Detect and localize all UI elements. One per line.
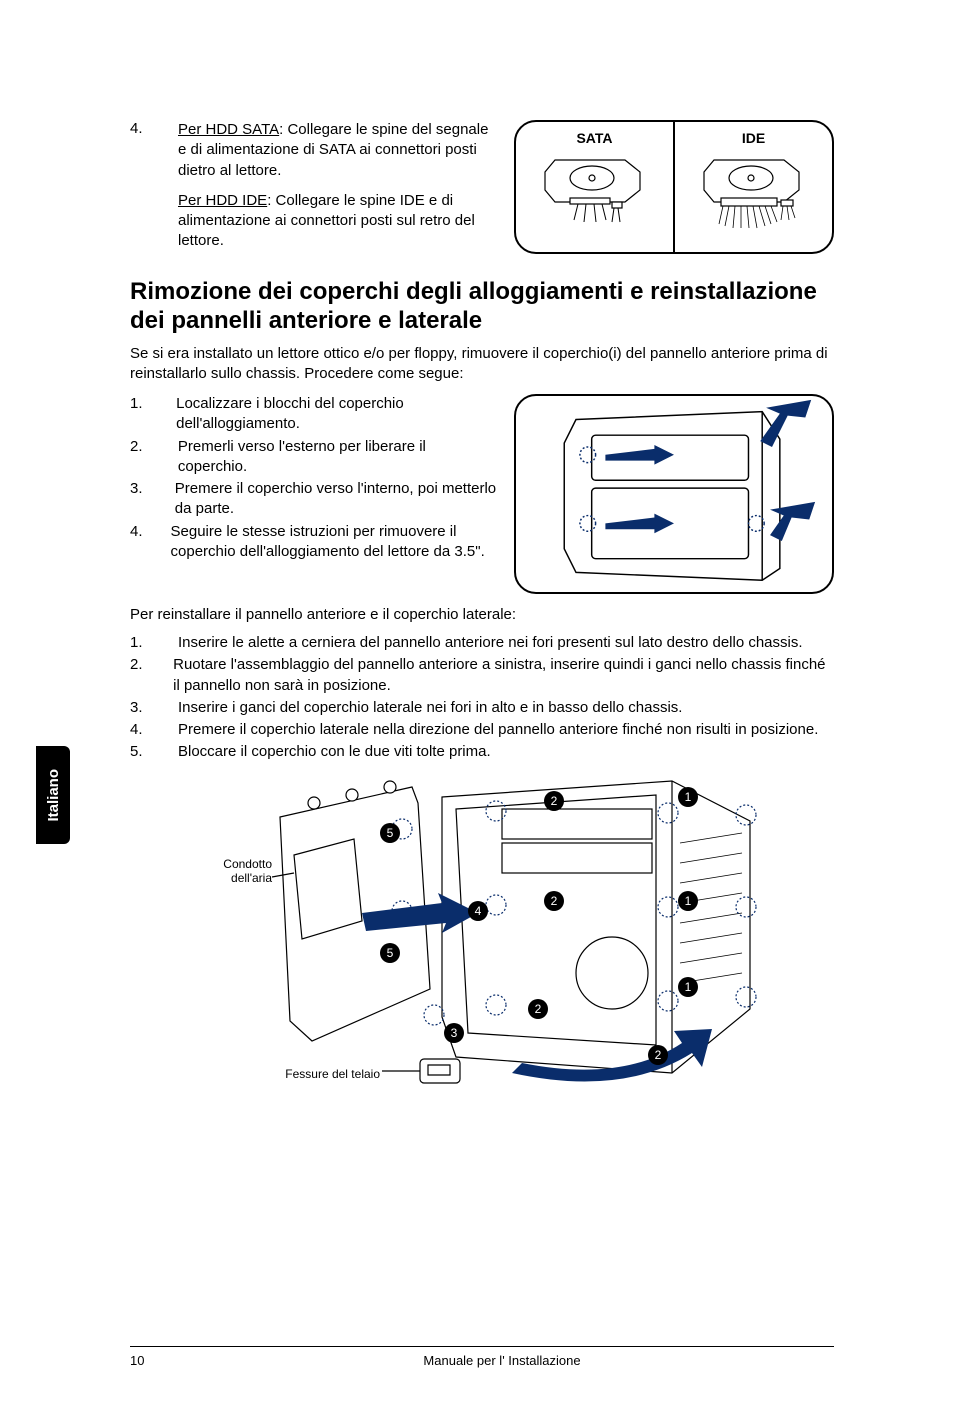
steps-a-section: 1.Localizzare i blocchi del coperchio de… <box>130 394 834 594</box>
svg-text:1: 1 <box>685 980 692 994</box>
svg-text:2: 2 <box>551 794 558 808</box>
ide-drive-icon <box>699 152 809 232</box>
list-item: 5.Bloccare il coperchio con le due viti … <box>130 742 834 762</box>
footer-title: Manuale per l' Installazione <box>170 1353 834 1368</box>
svg-text:1: 1 <box>685 790 692 804</box>
list-item: 4.Seguire le stesse istruzioni per rimuo… <box>130 522 498 563</box>
ide-label: Per HDD IDE <box>178 192 267 209</box>
svg-text:2: 2 <box>551 894 558 908</box>
sata-drive-icon <box>540 152 650 232</box>
steps-a-list: 1.Localizzare i blocchi del coperchio de… <box>130 394 498 594</box>
sata-column: SATA <box>516 122 675 252</box>
slots-label: Fessure del telaio <box>270 1067 380 1081</box>
svg-text:4: 4 <box>475 904 482 918</box>
chassis-svg: 1 1 1 2 2 2 2 3 4 5 5 <box>202 773 762 1093</box>
svg-text:3: 3 <box>451 1026 458 1040</box>
svg-text:5: 5 <box>387 826 394 840</box>
step-body: Per HDD SATA: Collegare le spine del seg… <box>178 120 498 254</box>
list-item: 3.Premere il coperchio verso l'interno, … <box>130 479 498 520</box>
language-tab-text: Italiano <box>45 769 62 822</box>
sata-heading: SATA <box>576 130 612 146</box>
panel-removal-diagram <box>514 394 834 594</box>
list-item: 4.Premere il coperchio laterale nella di… <box>130 720 834 740</box>
step-number: 4. <box>130 120 150 254</box>
page-number: 10 <box>130 1353 170 1368</box>
air-duct-label: Condotto dell'aria <box>192 857 272 885</box>
svg-text:2: 2 <box>655 1048 662 1062</box>
step4-para1: Per HDD SATA: Collegare le spine del seg… <box>178 120 498 181</box>
chassis-diagram: Condotto dell'aria Fessure del telaio <box>202 773 762 1093</box>
list-item: 1.Localizzare i blocchi del coperchio de… <box>130 394 498 435</box>
step4-text: 4. Per HDD SATA: Collegare le spine del … <box>130 120 498 254</box>
step4-section: 4. Per HDD SATA: Collegare le spine del … <box>130 120 834 254</box>
step4-para2: Per HDD IDE: Collegare le spine IDE e di… <box>178 191 498 252</box>
reinstall-intro: Per reinstallare il pannello anteriore e… <box>130 606 834 623</box>
list-item: 2.Premerli verso l'esterno per liberare … <box>130 437 498 478</box>
svg-text:2: 2 <box>535 1002 542 1016</box>
svg-text:1: 1 <box>685 894 692 908</box>
section-intro: Se si era installato un lettore ottico e… <box>130 344 834 385</box>
ide-column: IDE <box>675 122 832 252</box>
sata-ide-diagram: SATA IDE <box>514 120 834 254</box>
section-heading: Rimozione dei coperchi degli alloggiamen… <box>130 278 834 336</box>
list-item: 3.Inserire i ganci del coperchio lateral… <box>130 698 834 718</box>
sata-label: Per HDD SATA <box>178 121 279 138</box>
list-item: 2.Ruotare l'assemblaggio del pannello an… <box>130 655 834 696</box>
page-footer: 10 Manuale per l' Installazione <box>130 1346 834 1368</box>
svg-text:5: 5 <box>387 946 394 960</box>
language-tab: Italiano <box>36 746 70 844</box>
steps-b-list: 1.Inserire le alette a cerniera del pann… <box>130 633 834 763</box>
list-item: 1.Inserire le alette a cerniera del pann… <box>130 633 834 653</box>
ide-heading: IDE <box>742 130 765 146</box>
